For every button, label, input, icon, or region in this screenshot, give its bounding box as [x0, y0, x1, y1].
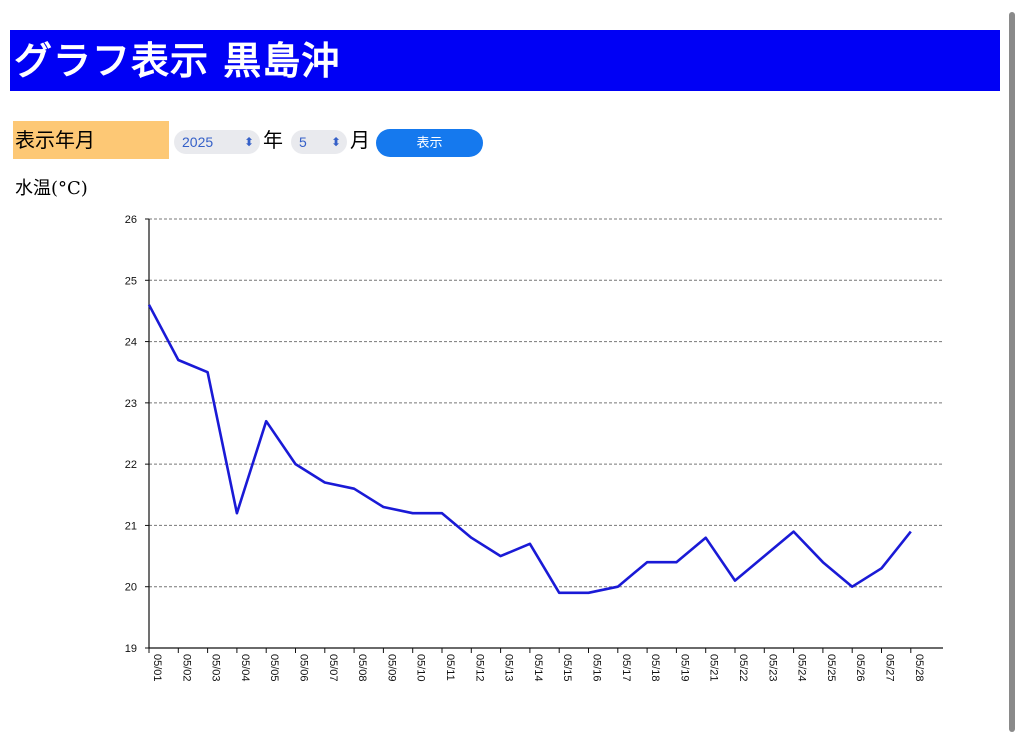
x-tick-label: 05/26 — [854, 654, 866, 682]
x-tick-label: 05/24 — [796, 654, 808, 682]
x-tick-label: 05/01 — [151, 654, 163, 682]
x-tick-label: 05/03 — [210, 654, 222, 682]
y-axis-title: 水温(°C) — [15, 178, 88, 199]
x-tick-label: 05/28 — [913, 654, 925, 682]
x-tick-label: 05/18 — [649, 654, 661, 682]
updown-chevron-icon: ⬍ — [330, 135, 341, 149]
scrollbar[interactable] — [1009, 12, 1015, 732]
x-tick-labels: 05/01 05/02 05/03 05/04 05/05 05/06 05/07 05/08… — [151, 654, 925, 682]
x-tick-label: 05/11 — [444, 654, 456, 681]
x-tick-label: 05/06 — [298, 654, 310, 682]
x-tick-label: 05/07 — [327, 654, 339, 682]
x-tick-label: 05/12 — [473, 654, 485, 682]
y-tick-label: 25 — [125, 275, 137, 287]
y-tick-label: 20 — [125, 582, 137, 594]
x-tick-label: 05/19 — [678, 654, 690, 682]
y-tick-label: 22 — [125, 459, 137, 471]
month-select-value: 5 — [299, 134, 307, 150]
year-select-value: 2025 — [182, 134, 214, 150]
y-tick-labels: 26 25 24 23 22 21 20 19 — [125, 214, 137, 655]
y-tick-label: 23 — [125, 398, 137, 410]
y-tick-label: 24 — [125, 337, 137, 349]
y-tick-label: 26 — [125, 214, 137, 226]
x-tick-label: 05/02 — [180, 654, 192, 682]
year-select[interactable]: 2025 ⬍ — [174, 130, 260, 154]
show-button[interactable]: 表示 — [376, 129, 483, 157]
x-tick-label: 05/13 — [503, 654, 515, 682]
x-tick-label: 05/15 — [561, 654, 573, 682]
series-layer — [147, 304, 912, 595]
x-tick-label: 05/22 — [737, 654, 749, 682]
x-tick-label: 05/25 — [825, 654, 837, 682]
series-line — [147, 304, 912, 595]
x-tick-label: 05/21 — [708, 654, 720, 682]
page-header: グラフ表示 黒島沖 — [10, 30, 1000, 91]
updown-chevron-icon: ⬍ — [243, 135, 254, 149]
page-title: グラフ表示 黒島沖 — [14, 38, 341, 83]
month-unit-label: 月 — [350, 128, 370, 152]
x-tick-label: 05/08 — [356, 654, 368, 682]
y-tick-label: 21 — [125, 520, 137, 532]
chart-axes — [145, 218, 943, 653]
x-tick-label: 05/27 — [884, 654, 896, 682]
x-tick-label: 05/05 — [268, 654, 280, 682]
y-tick-label: 19 — [125, 643, 137, 655]
year-unit-label: 年 — [263, 128, 283, 152]
x-tick-label: 05/09 — [385, 654, 397, 682]
x-tick-label: 05/10 — [415, 654, 427, 682]
x-tick-label: 05/23 — [766, 654, 778, 682]
date-controls: 表示年月 2025 ⬍ 年 5 ⬍ 月 表示 — [13, 121, 533, 159]
x-tick-label: 05/17 — [620, 654, 632, 682]
year-month-label: 表示年月 — [13, 121, 169, 159]
x-tick-label: 05/04 — [239, 654, 251, 682]
month-select[interactable]: 5 ⬍ — [291, 130, 347, 154]
grid-lines — [149, 218, 943, 588]
x-tick-label: 05/16 — [591, 654, 603, 682]
x-tick-label: 05/14 — [532, 654, 544, 682]
